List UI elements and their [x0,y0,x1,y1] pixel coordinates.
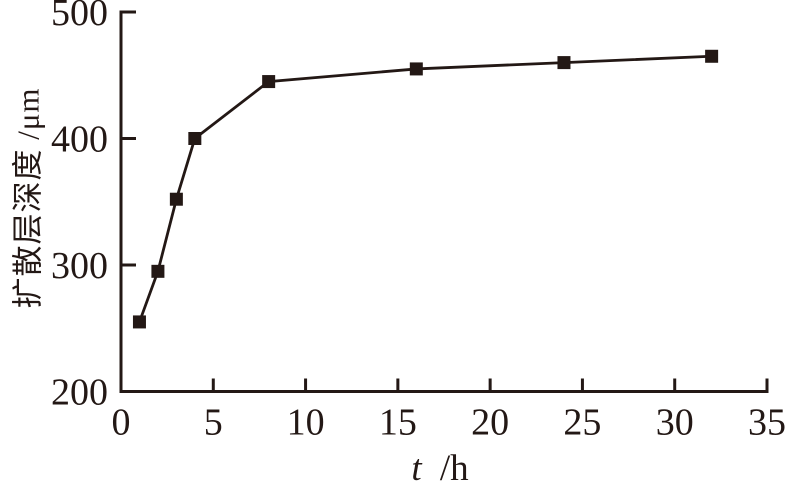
data-point-marker [705,49,719,63]
y-tick-label: 400 [51,119,108,161]
y-tick-label: 500 [51,0,108,34]
series-layer [132,49,719,329]
x-axis-title: t /h [411,448,469,488]
y-tick-label: 300 [51,245,108,287]
data-point-marker [262,75,276,89]
data-point-marker [409,62,423,76]
x-tick-label: 30 [656,402,694,444]
x-tick-label: 0 [112,402,131,444]
data-point-marker [151,264,165,278]
axes-layer: 200 300 400 500 0 5 10 15 20 25 30 35 [51,0,786,444]
data-point-marker [132,315,146,329]
x-tick-label: 25 [563,402,601,444]
x-tick-label: 35 [748,402,786,444]
x-tick-label: 10 [287,402,325,444]
x-tick-label: 20 [471,402,509,444]
data-point-marker [557,56,571,70]
data-point-marker [188,132,202,145]
series-line [138,54,712,323]
x-tick-label: 5 [204,402,223,444]
data-point-marker [169,192,183,206]
x-axis-title-unit: /h [440,448,469,488]
y-tick-label: 200 [51,372,108,414]
y-axis-title: 扩散层深度 /μm [11,87,46,308]
x-tick-label: 15 [379,402,417,444]
x-axis-title-variable: t [411,448,423,488]
labels-layer: 扩散层深度 /μm t /h [11,87,470,488]
